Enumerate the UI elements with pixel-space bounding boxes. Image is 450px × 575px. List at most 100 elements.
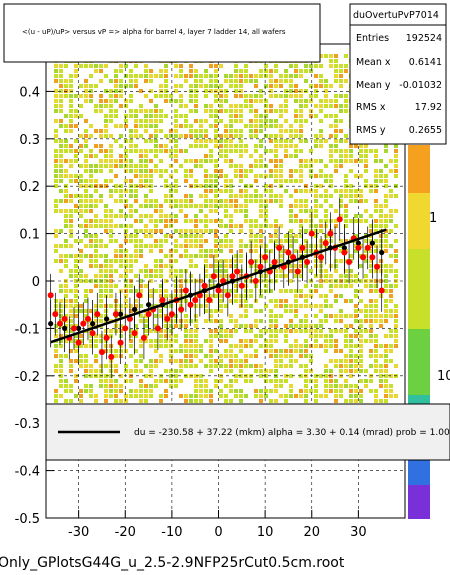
heatmap-cell [89,309,93,313]
heatmap-cell [349,334,353,338]
heatmap-cell [239,274,243,278]
heatmap-cell [89,194,93,198]
heatmap-cell [169,184,173,188]
heatmap-cell [354,369,358,373]
heatmap-cell [149,339,153,343]
heatmap-cell [224,239,228,243]
heatmap-cell [294,359,298,363]
heatmap-cell [384,289,388,293]
heatmap-cell [104,379,108,383]
heatmap-cell [384,284,388,288]
data-point-black [90,321,96,327]
heatmap-cell [249,199,253,203]
heatmap-cell [269,349,273,353]
heatmap-cell [329,59,333,63]
heatmap-cell [264,284,268,288]
heatmap-cell [174,379,178,383]
heatmap-cell [234,84,238,88]
heatmap-cell [119,244,123,248]
heatmap-cell [144,174,148,178]
heatmap-cell [59,179,63,183]
heatmap-cell [389,159,393,163]
heatmap-cell [64,329,68,333]
heatmap-cell [99,239,103,243]
heatmap-cell [109,79,113,83]
heatmap-cell [94,309,98,313]
heatmap-cell [354,249,358,253]
heatmap-cell [84,389,88,393]
heatmap-cell [324,389,328,393]
heatmap-cell [244,199,248,203]
heatmap-cell [379,374,383,378]
heatmap-cell [389,389,393,393]
heatmap-cell [89,89,93,93]
heatmap-cell [364,329,368,333]
heatmap-cell [394,324,398,328]
heatmap-cell [149,174,153,178]
heatmap-cell [294,114,298,118]
heatmap-cell [99,144,103,148]
heatmap-cell [279,129,283,133]
heatmap-cell [384,224,388,228]
heatmap-cell [314,174,318,178]
heatmap-cell [119,324,123,328]
heatmap-cell [104,164,108,168]
heatmap-cell [194,244,198,248]
heatmap-cell [334,224,338,228]
heatmap-cell [374,219,378,223]
heatmap-cell [189,329,193,333]
heatmap-cell [214,124,218,128]
heatmap-cell [324,164,328,168]
heatmap-cell [249,379,253,383]
heatmap-cell [239,394,243,398]
heatmap-cell [334,389,338,393]
heatmap-cell [114,384,118,388]
heatmap-cell [114,399,118,403]
heatmap-cell [174,249,178,253]
heatmap-cell [274,69,278,73]
heatmap-cell [369,354,373,358]
heatmap-cell [94,259,98,263]
heatmap-cell [309,109,313,113]
heatmap-cell [394,144,398,148]
heatmap-cell [79,164,83,168]
heatmap-cell [264,99,268,103]
heatmap-cell [374,189,378,193]
heatmap-cell [89,154,93,158]
heatmap-cell [154,94,158,98]
heatmap-cell [304,314,308,318]
heatmap-cell [359,399,363,403]
heatmap-cell [194,264,198,268]
heatmap-cell [349,194,353,198]
heatmap-cell [194,84,198,88]
data-point-red [290,254,297,261]
heatmap-cell [149,234,153,238]
heatmap-cell [369,284,373,288]
heatmap-cell [184,179,188,183]
heatmap-cell [169,339,173,343]
heatmap-cell [99,254,103,258]
heatmap-cell [154,379,158,383]
heatmap-cell [279,114,283,118]
heatmap-cell [89,149,93,153]
heatmap-cell [289,279,293,283]
heatmap-cell [294,149,298,153]
heatmap-cell [264,204,268,208]
heatmap-cell [189,354,193,358]
heatmap-cell [344,214,348,218]
heatmap-cell [329,114,333,118]
heatmap-cell [84,254,88,258]
heatmap-cell [269,69,273,73]
heatmap-cell [364,284,368,288]
heatmap-cell [154,74,158,78]
heatmap-cell [389,264,393,268]
heatmap-cell [164,79,168,83]
heatmap-cell [264,74,268,78]
heatmap-cell [134,369,138,373]
heatmap-cell [274,219,278,223]
heatmap-cell [114,174,118,178]
data-point-red [257,263,264,270]
heatmap-cell [289,289,293,293]
heatmap-cell [334,139,338,143]
